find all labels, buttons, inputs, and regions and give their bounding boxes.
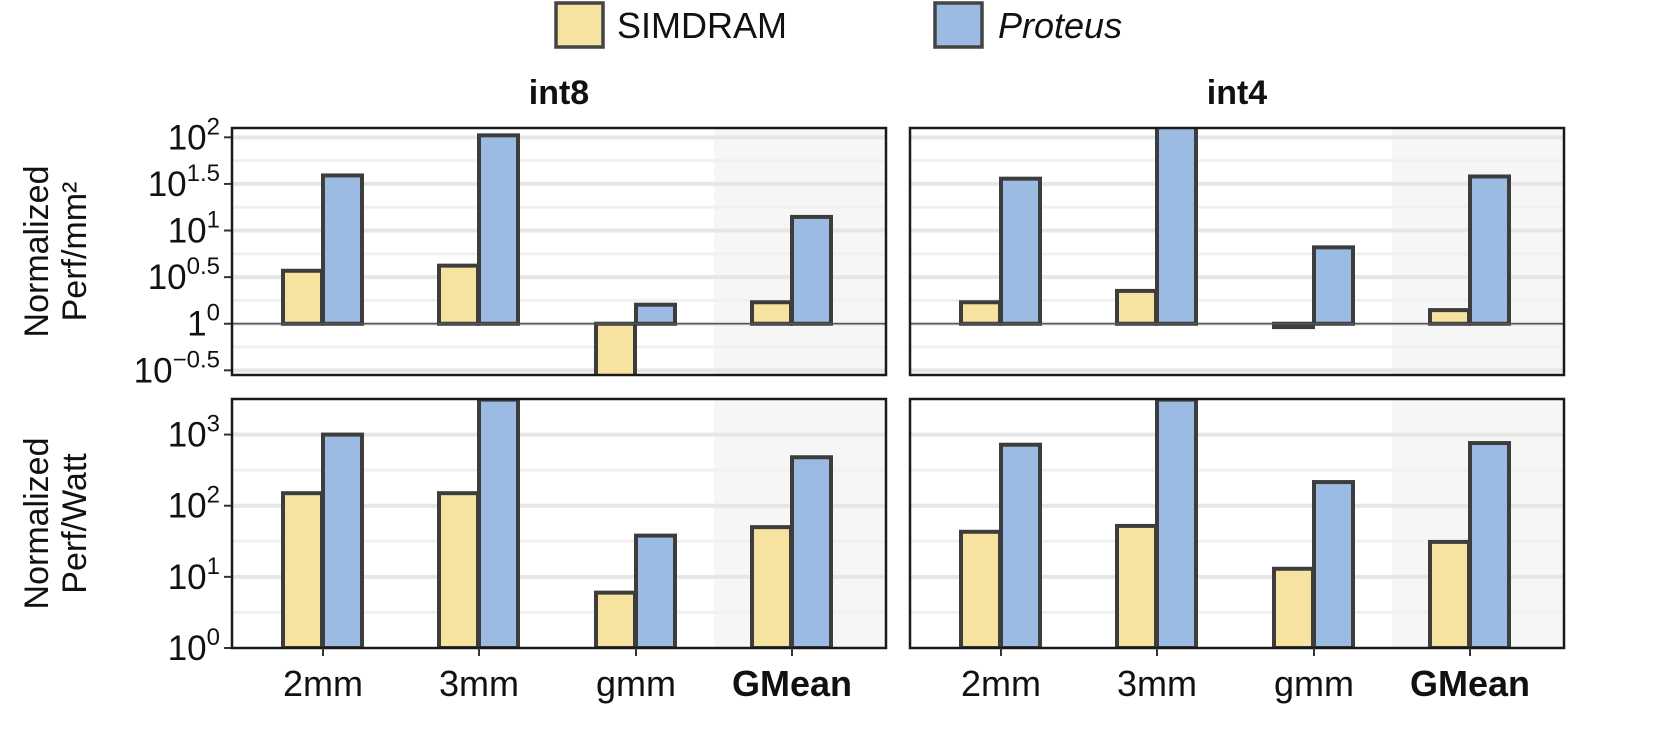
bar-simdram-3mm-int4 (1115, 523, 1158, 648)
bar-simdram-2mm-int4 (959, 529, 1002, 648)
bar-simdram-gmean-int4 (1428, 308, 1471, 326)
bar-simdram-3mm-int8 (437, 491, 480, 648)
y-tick-label: 102 (168, 482, 220, 526)
x-tick-label-gmm: gmm (596, 663, 676, 704)
bar-proteus-3mm-int8 (477, 133, 520, 326)
y-axis-label-row1: NormalizedPerf/mm² (18, 166, 94, 338)
y-tick-label: 101 (168, 207, 220, 251)
y-tick-label: 100.5 (148, 253, 220, 297)
bar-proteus-gmm-int4 (1312, 245, 1355, 326)
y-tick-label: 101 (168, 553, 220, 597)
panel-border (230, 397, 888, 650)
plot-area: int8 int4NormalizedPerf/mm²102101.5101100… (18, 74, 1566, 704)
bar-proteus-2mm-int8 (321, 173, 364, 326)
bars (281, 399, 833, 648)
legend-label-proteus: Proteus (998, 5, 1122, 46)
bar-simdram-3mm-int8 (437, 263, 480, 326)
legend: SIMDRAM Proteus (554, 1, 1122, 49)
panel-int8-row2: 2mm 3mm gmm GMean (230, 397, 888, 704)
x-tick-label-gmm: gmm (1274, 663, 1354, 704)
panel-int4-row2: 2mm 3mm gmm GMean (908, 397, 1566, 704)
bar-simdram-3mm-int4 (1115, 288, 1158, 326)
bar-proteus-gmm-int4 (1312, 480, 1355, 648)
bar-simdram-2mm-int8 (281, 491, 324, 648)
bar-proteus-2mm-int8 (321, 432, 364, 648)
y-tick-label: 10 (187, 300, 220, 344)
bar-proteus-gmean-int8 (790, 214, 833, 326)
y-axis-label-row2: NormalizedPerf/Watt (18, 438, 94, 610)
bar-proteus-3mm-int8 (477, 399, 520, 648)
facet-title-int8: int8 (529, 74, 589, 112)
y-tick-label: 10−0.5 (134, 346, 220, 390)
panel-border (908, 397, 1566, 650)
bar-proteus-2mm-int4 (999, 442, 1042, 648)
bar-proteus-2mm-int4 (999, 176, 1042, 326)
panel-int4-row1 (908, 126, 1566, 377)
x-tick-label-2mm: 2mm (283, 663, 363, 704)
bar-simdram-gmm-int4 (1272, 566, 1315, 648)
x-tick-label-3mm: 3mm (439, 663, 519, 704)
legend-swatch-simdram (554, 1, 605, 49)
bar-proteus-3mm-int4 (1155, 399, 1198, 648)
bars (281, 133, 833, 375)
legend-label-simdram: SIMDRAM (617, 5, 787, 46)
bar-proteus-3mm-int4 (1155, 128, 1198, 326)
bar-proteus-gmean-int4 (1468, 441, 1511, 648)
bar-simdram-gmm-int8 (594, 590, 637, 648)
x-tick-label-2mm: 2mm (961, 663, 1041, 704)
bar-simdram-gmean-int4 (1428, 539, 1471, 648)
x-tick-label-gmean: GMean (1410, 663, 1530, 704)
bar-simdram-gmean-int8 (750, 300, 793, 326)
bar-proteus-gmm-int8 (634, 533, 677, 648)
bar-simdram-2mm-int4 (959, 300, 1002, 326)
bar-simdram-gmm-int8 (594, 321, 637, 375)
y-tick-label: 101.5 (148, 160, 220, 204)
panel-border (908, 126, 1566, 377)
bar-proteus-gmean-int8 (790, 455, 833, 648)
x-tick-label-3mm: 3mm (1117, 663, 1197, 704)
bar-simdram-2mm-int8 (281, 268, 324, 326)
panel-int8-row1 (230, 126, 888, 377)
bar-proteus-gmean-int4 (1468, 174, 1511, 326)
bar-simdram-gmean-int8 (750, 525, 793, 648)
legend-swatch-proteus (933, 1, 984, 49)
y-tick-label: 103 (168, 411, 220, 455)
panel-border (230, 126, 888, 377)
y-tick-label: 100 (168, 624, 220, 668)
x-tick-label-gmean: GMean (732, 663, 852, 704)
bars (959, 399, 1511, 648)
bar-proteus-gmm-int8 (634, 302, 677, 326)
facet-title-int4: int4 (1207, 74, 1268, 112)
y-tick-label: 102 (168, 113, 220, 157)
